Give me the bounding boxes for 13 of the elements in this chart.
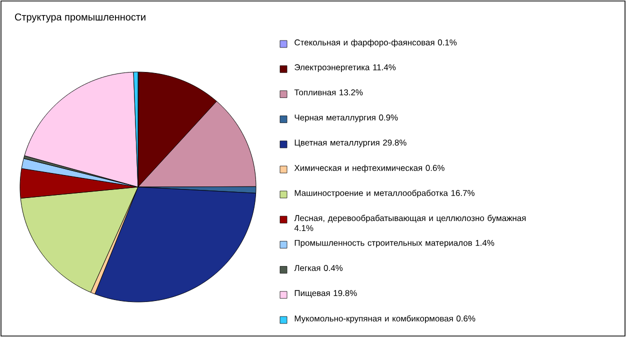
legend-label: Мукомольно-крупяная и комбикормовая 0.6% bbox=[294, 315, 476, 324]
legend-label: Промышленность строительных материалов 1.4% bbox=[294, 240, 494, 248]
legend-label: Машиностроение и металлообработка 16.7% bbox=[294, 190, 474, 198]
legend-label: Стекольная и фарфоро-фаянсовая 0.1% bbox=[294, 39, 457, 48]
chart-title: Структура промышленности bbox=[15, 13, 146, 23]
legend-label: Легкая 0.4% bbox=[294, 265, 343, 271]
legend-label: Пищевая 19.8% bbox=[294, 290, 357, 298]
legend-label: Цветная металлургия 29.8% bbox=[294, 140, 406, 148]
legend-label: Электроэнергетика 11.4% bbox=[294, 64, 396, 72]
legend-label: Химическая и нефтехимическая 0.6% bbox=[294, 164, 444, 173]
legend-label: Черная металлургия 0.9% bbox=[294, 114, 398, 122]
legend-label: Лесная, деревообрабатывающая и целлюлозно бумажная 4.1% bbox=[294, 214, 526, 232]
legend-label: Топливная 13.2% bbox=[294, 89, 363, 96]
